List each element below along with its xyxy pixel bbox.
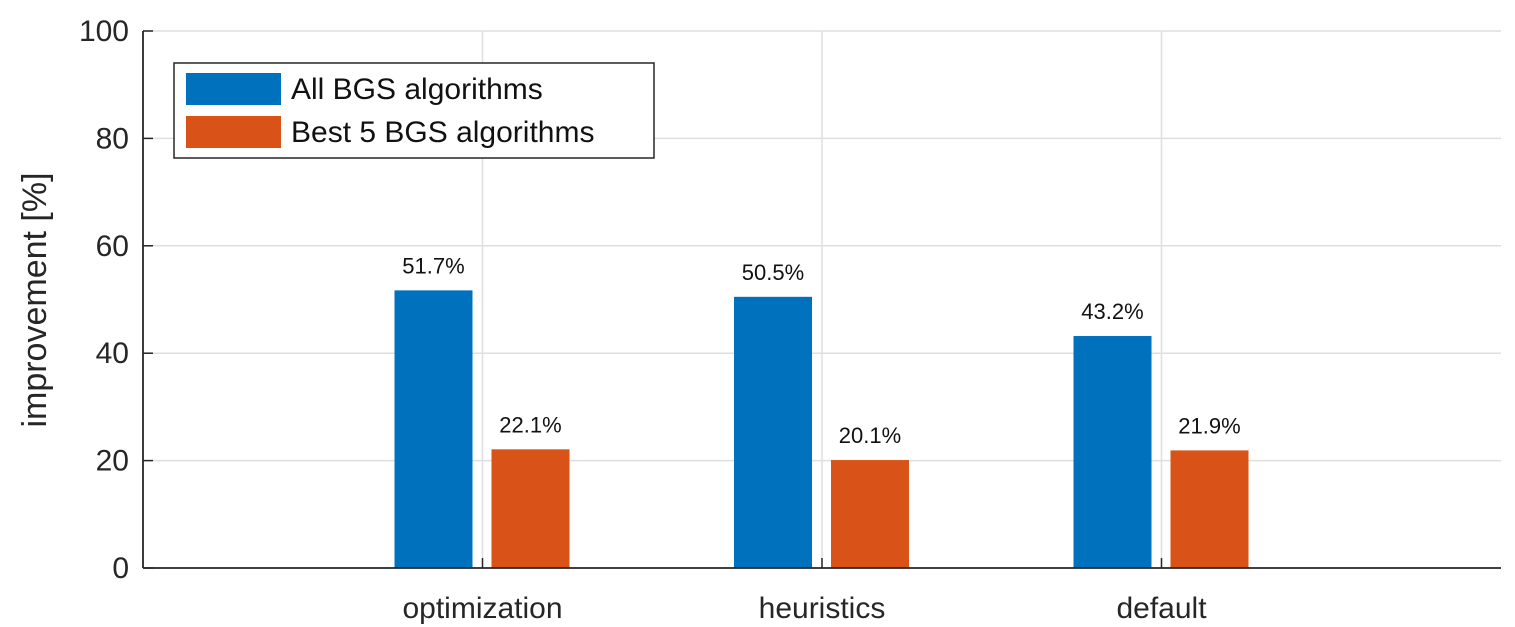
x-tick-label: heuristics (759, 592, 886, 625)
bar (1073, 336, 1152, 568)
data-label: 43.2% (1081, 299, 1143, 324)
y-tick-label: 20 (96, 445, 129, 478)
legend-swatch (186, 116, 281, 148)
bar (491, 449, 570, 568)
data-labels: 51.7% 50.5% 43.2% 22.1% 20.1% 21.9% (402, 253, 1240, 448)
y-tick-labels: 0 20 40 60 80 100 (79, 15, 129, 585)
bar (1170, 450, 1249, 568)
x-tick-label: optimization (402, 592, 562, 625)
bars (394, 290, 1249, 568)
legend-label: Best 5 BGS algorithms (291, 116, 594, 149)
data-label: 51.7% (402, 253, 464, 278)
data-label: 21.9% (1178, 413, 1240, 438)
y-tick-label: 40 (96, 337, 129, 370)
y-axis-label: improvement [%] (16, 172, 54, 427)
bar (831, 460, 909, 568)
y-tick-label: 80 (96, 122, 129, 155)
data-label: 20.1% (839, 423, 901, 448)
y-tick-label: 100 (79, 15, 129, 48)
y-tick-label: 0 (112, 552, 129, 585)
axes (142, 30, 1501, 569)
bar (394, 290, 473, 568)
data-label: 22.1% (499, 412, 561, 437)
bar (734, 296, 812, 568)
legend-swatch (186, 73, 281, 105)
legend: All BGS algorithms Best 5 BGS algorithms (173, 62, 655, 159)
y-tick-label: 60 (96, 230, 129, 263)
legend-label: All BGS algorithms (291, 73, 543, 106)
data-label: 50.5% (742, 260, 804, 285)
x-tick-label: default (1116, 592, 1207, 625)
x-tick-labels: optimization heuristics default (402, 592, 1207, 625)
